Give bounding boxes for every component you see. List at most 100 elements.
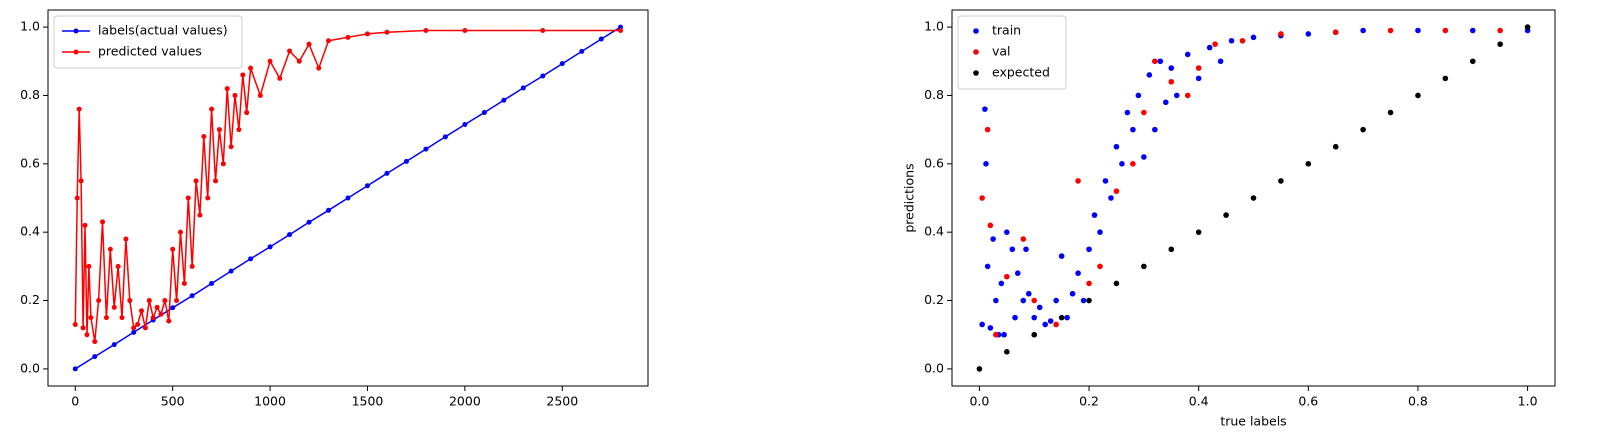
point bbox=[111, 304, 117, 310]
point bbox=[1415, 92, 1421, 99]
panel: 0.0 0.2 0.4 0.6 0.8 1.0 0.0 0.2 0.4 0.6 0.8 1.0 true… bbox=[902, 9, 1556, 429]
point bbox=[267, 58, 273, 64]
point bbox=[306, 219, 312, 225]
point bbox=[990, 236, 996, 242]
point bbox=[1239, 37, 1246, 44]
point bbox=[1250, 195, 1257, 201]
x-tick-label: 0 bbox=[71, 394, 79, 409]
point bbox=[1524, 24, 1531, 30]
point bbox=[185, 195, 191, 201]
point bbox=[1469, 58, 1476, 65]
point bbox=[1058, 314, 1065, 321]
point bbox=[209, 280, 215, 286]
point bbox=[540, 73, 546, 79]
point bbox=[154, 304, 160, 310]
point bbox=[316, 65, 322, 71]
y-tick-label: 0.4 bbox=[924, 224, 944, 239]
point bbox=[193, 178, 199, 184]
point bbox=[216, 127, 222, 133]
point bbox=[1012, 314, 1018, 321]
point bbox=[100, 219, 106, 225]
point bbox=[598, 36, 604, 42]
point bbox=[1184, 92, 1191, 99]
point bbox=[1305, 161, 1312, 167]
point bbox=[1108, 195, 1114, 201]
point bbox=[326, 207, 332, 213]
point bbox=[1152, 58, 1158, 65]
x-tick-label: 2500 bbox=[546, 394, 578, 409]
point bbox=[170, 305, 176, 311]
point bbox=[248, 65, 254, 71]
point bbox=[228, 144, 234, 150]
legend-label: val bbox=[992, 44, 1011, 59]
point bbox=[1141, 109, 1147, 116]
point bbox=[1130, 126, 1136, 133]
point bbox=[88, 315, 94, 321]
point bbox=[1497, 27, 1503, 34]
point bbox=[1130, 161, 1136, 167]
point bbox=[1023, 246, 1029, 253]
point bbox=[189, 293, 195, 299]
point bbox=[1360, 27, 1366, 34]
point bbox=[72, 321, 78, 327]
legend-box bbox=[957, 15, 1067, 90]
point bbox=[982, 106, 988, 112]
point bbox=[1415, 27, 1421, 34]
point bbox=[1075, 178, 1081, 184]
point bbox=[86, 263, 92, 269]
point bbox=[131, 325, 137, 331]
x-tick-label: 0.2 bbox=[1079, 394, 1099, 409]
point bbox=[1124, 109, 1131, 116]
point bbox=[1387, 109, 1394, 116]
point bbox=[257, 92, 263, 98]
point bbox=[82, 222, 88, 228]
point bbox=[123, 236, 129, 242]
point bbox=[1053, 297, 1059, 304]
point bbox=[139, 308, 145, 314]
legend-label: labels(actual values) bbox=[98, 23, 228, 38]
legend-box bbox=[53, 15, 243, 69]
point bbox=[423, 28, 429, 34]
legend-marker bbox=[73, 49, 79, 55]
point bbox=[1173, 92, 1180, 99]
point bbox=[384, 29, 390, 35]
point bbox=[1135, 92, 1142, 99]
point bbox=[1075, 270, 1081, 277]
point bbox=[1119, 161, 1125, 167]
point bbox=[162, 298, 168, 304]
point bbox=[72, 366, 78, 372]
y-tick-label: 0.4 bbox=[20, 224, 40, 239]
point bbox=[1497, 41, 1503, 47]
point bbox=[1250, 34, 1257, 41]
point bbox=[1004, 349, 1010, 355]
point bbox=[998, 280, 1005, 287]
point bbox=[1141, 263, 1147, 270]
point bbox=[979, 321, 985, 328]
point bbox=[559, 61, 565, 67]
point bbox=[240, 72, 246, 78]
y-tick-label: 0.2 bbox=[20, 292, 40, 307]
point bbox=[1157, 58, 1164, 65]
point bbox=[1387, 27, 1394, 34]
point bbox=[248, 256, 254, 262]
point bbox=[170, 246, 176, 252]
point bbox=[979, 195, 985, 201]
y-tick-label: 0.8 bbox=[20, 87, 40, 102]
point bbox=[1113, 143, 1120, 150]
point bbox=[442, 134, 448, 140]
point bbox=[189, 263, 195, 269]
point bbox=[111, 342, 117, 348]
point bbox=[1031, 297, 1038, 304]
point bbox=[76, 106, 82, 112]
point bbox=[201, 133, 207, 139]
point bbox=[131, 329, 137, 335]
point bbox=[1360, 126, 1366, 133]
point bbox=[1305, 31, 1312, 37]
point bbox=[1020, 297, 1027, 304]
point bbox=[1332, 29, 1339, 36]
point bbox=[84, 332, 90, 338]
y-tick-label: 0.6 bbox=[20, 155, 40, 170]
point bbox=[158, 311, 164, 317]
x-tick-label: 1500 bbox=[352, 394, 384, 409]
